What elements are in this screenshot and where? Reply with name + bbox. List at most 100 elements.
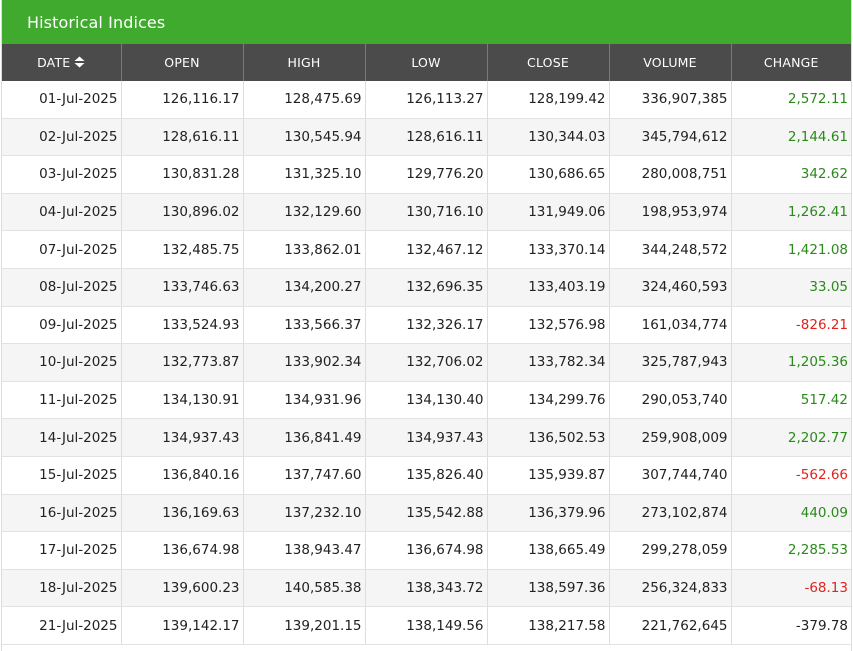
table-row: 01-Jul-2025 126,116.17 128,475.69 126,113.2… [2, 81, 851, 119]
cell-change: 342.62 [731, 155, 851, 194]
cell-change: 1,421.08 [731, 230, 851, 269]
table-row: 16-Jul-2025 136,169.63 137,232.10 135,542.8… [2, 494, 851, 533]
cell-open: 136,169.63 [121, 494, 244, 533]
cell-high: 137,747.60 [243, 456, 366, 495]
cell-close: 133,370.14 [487, 230, 610, 269]
cell-open: 132,773.87 [121, 343, 244, 382]
cell-volume: 336,907,385 [609, 81, 732, 119]
cell-volume: 259,908,009 [609, 418, 732, 457]
cell-high: 133,862.01 [243, 230, 366, 269]
cell-volume: 221,762,645 [609, 606, 732, 645]
table-head: DATE OPEN HIGH LOW CLOSE VOLUME CHANGE [2, 44, 851, 81]
table-row: 10-Jul-2025 132,773.87 133,902.34 132,706.0… [2, 343, 851, 382]
sort-icon[interactable] [74, 56, 85, 71]
column-header-close[interactable]: CLOSE [487, 44, 610, 81]
cell-date: 01-Jul-2025 [2, 81, 122, 119]
panel-header: Historical Indices [2, 0, 851, 44]
cell-date: 15-Jul-2025 [2, 456, 122, 495]
cell-low: 138,343.72 [365, 569, 488, 608]
cell-high: 140,585.38 [243, 569, 366, 608]
cell-close: 136,379.96 [487, 494, 610, 533]
cell-volume: 299,278,059 [609, 531, 732, 570]
cell-high: 128,475.69 [243, 81, 366, 119]
cell-low: 136,674.98 [365, 531, 488, 570]
indices-table: DATE OPEN HIGH LOW CLOSE VOLUME CHANGE 0… [2, 44, 851, 645]
table-row: 11-Jul-2025 134,130.91 134,931.96 134,130.4… [2, 381, 851, 420]
table-row: 09-Jul-2025 133,524.93 133,566.37 132,326.1… [2, 306, 851, 345]
cell-high: 133,566.37 [243, 306, 366, 345]
cell-high: 132,129.60 [243, 193, 366, 232]
cell-open: 126,116.17 [121, 81, 244, 119]
cell-date: 10-Jul-2025 [2, 343, 122, 382]
cell-close: 133,782.34 [487, 343, 610, 382]
cell-change: 2,144.61 [731, 118, 851, 157]
cell-change: 2,572.11 [731, 81, 851, 119]
table-row: 02-Jul-2025 128,616.11 130,545.94 128,616.1… [2, 118, 851, 157]
cell-low: 126,113.27 [365, 81, 488, 119]
cell-open: 134,937.43 [121, 418, 244, 457]
cell-low: 135,826.40 [365, 456, 488, 495]
cell-volume: 280,008,751 [609, 155, 732, 194]
cell-change: 2,202.77 [731, 418, 851, 457]
cell-close: 130,686.65 [487, 155, 610, 194]
cell-low: 128,616.11 [365, 118, 488, 157]
column-header-date[interactable]: DATE [2, 44, 122, 81]
cell-volume: 324,460,593 [609, 268, 732, 307]
cell-date: 16-Jul-2025 [2, 494, 122, 533]
cell-close: 133,403.19 [487, 268, 610, 307]
cell-open: 136,840.16 [121, 456, 244, 495]
cell-high: 136,841.49 [243, 418, 366, 457]
cell-date: 18-Jul-2025 [2, 569, 122, 608]
cell-date: 02-Jul-2025 [2, 118, 122, 157]
cell-low: 134,937.43 [365, 418, 488, 457]
cell-volume: 161,034,774 [609, 306, 732, 345]
cell-change: -562.66 [731, 456, 851, 495]
cell-open: 130,831.28 [121, 155, 244, 194]
cell-open: 133,746.63 [121, 268, 244, 307]
cell-change: -826.21 [731, 306, 851, 345]
table-row: 18-Jul-2025 139,600.23 140,585.38 138,343.7… [2, 569, 851, 608]
table-row: 03-Jul-2025 130,831.28 131,325.10 129,776.2… [2, 155, 851, 194]
cell-high: 134,931.96 [243, 381, 366, 420]
cell-close: 131,949.06 [487, 193, 610, 232]
table-row: 08-Jul-2025 133,746.63 134,200.27 132,696.3… [2, 268, 851, 307]
cell-close: 135,939.87 [487, 456, 610, 495]
cell-open: 136,674.98 [121, 531, 244, 570]
cell-high: 134,200.27 [243, 268, 366, 307]
cell-change: 1,262.41 [731, 193, 851, 232]
cell-change: 440.09 [731, 494, 851, 533]
cell-change: -379.78 [731, 606, 851, 645]
table-row: 15-Jul-2025 136,840.16 137,747.60 135,826.4… [2, 456, 851, 495]
cell-open: 133,524.93 [121, 306, 244, 345]
column-header-high[interactable]: HIGH [243, 44, 366, 81]
cell-volume: 256,324,833 [609, 569, 732, 608]
cell-date: 03-Jul-2025 [2, 155, 122, 194]
column-header-low[interactable]: LOW [365, 44, 488, 81]
cell-high: 138,943.47 [243, 531, 366, 570]
cell-low: 132,696.35 [365, 268, 488, 307]
cell-close: 136,502.53 [487, 418, 610, 457]
cell-open: 128,616.11 [121, 118, 244, 157]
cell-high: 130,545.94 [243, 118, 366, 157]
cell-change: 1,205.36 [731, 343, 851, 382]
column-header-volume[interactable]: VOLUME [609, 44, 732, 81]
column-header-label: DATE [37, 54, 71, 70]
cell-open: 132,485.75 [121, 230, 244, 269]
cell-close: 128,199.42 [487, 81, 610, 119]
cell-date: 17-Jul-2025 [2, 531, 122, 570]
header-row: DATE OPEN HIGH LOW CLOSE VOLUME CHANGE [2, 44, 851, 81]
column-header-open[interactable]: OPEN [121, 44, 244, 81]
cell-date: 21-Jul-2025 [2, 606, 122, 645]
cell-close: 138,217.58 [487, 606, 610, 645]
table-row: 14-Jul-2025 134,937.43 136,841.49 134,937.4… [2, 418, 851, 457]
cell-low: 130,716.10 [365, 193, 488, 232]
cell-close: 134,299.76 [487, 381, 610, 420]
cell-volume: 273,102,874 [609, 494, 732, 533]
cell-high: 137,232.10 [243, 494, 366, 533]
column-header-change[interactable]: CHANGE [731, 44, 851, 81]
cell-date: 09-Jul-2025 [2, 306, 122, 345]
cell-change: -68.13 [731, 569, 851, 608]
cell-low: 132,326.17 [365, 306, 488, 345]
table-row: 07-Jul-2025 132,485.75 133,862.01 132,467.1… [2, 230, 851, 269]
